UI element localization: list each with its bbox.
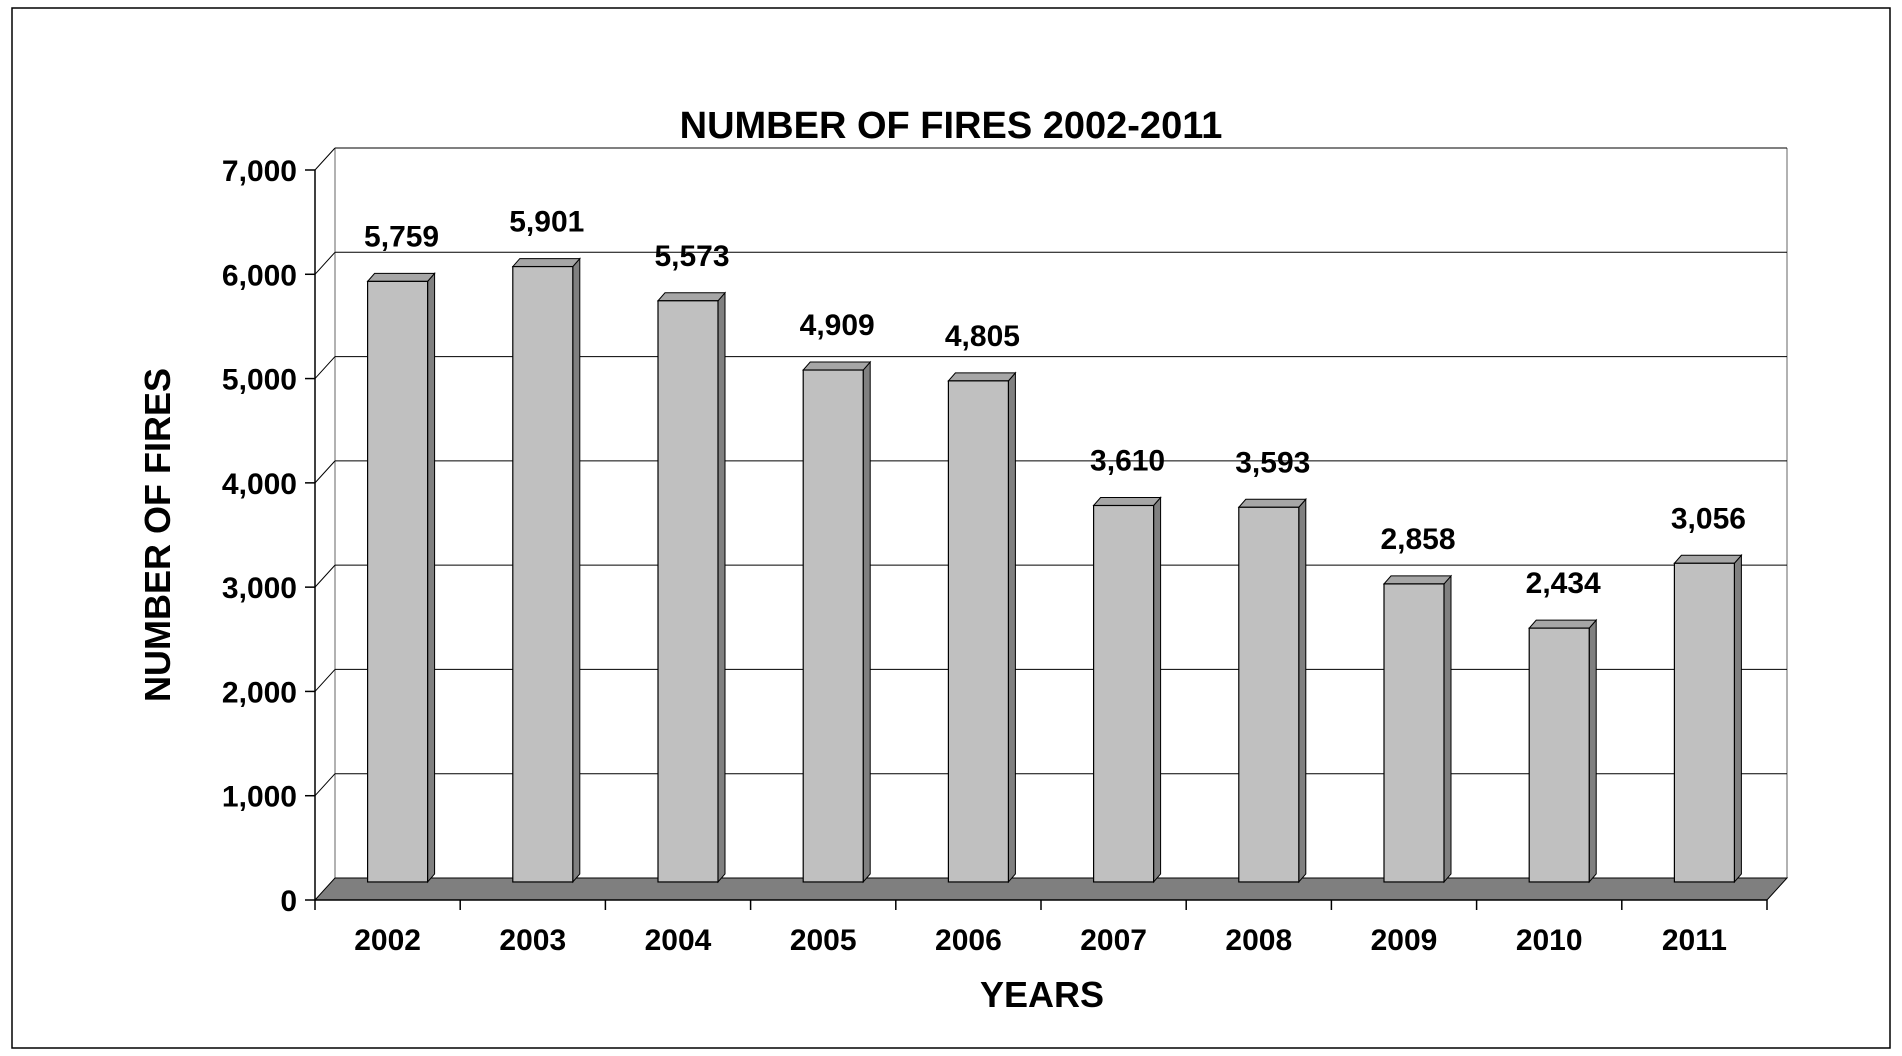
bar-top	[366, 272, 436, 282]
bar-top	[1237, 498, 1307, 508]
y-tick-label: 1,000	[222, 781, 297, 814]
bar-top	[1673, 554, 1743, 564]
y-tick-label: 5,000	[222, 364, 297, 397]
gridline-side	[314, 564, 336, 588]
x-tick-label: 2004	[645, 924, 712, 957]
data-label: 5,901	[509, 206, 584, 239]
bar	[1238, 506, 1300, 883]
data-label: 4,909	[800, 309, 875, 342]
x-tick-label: 2010	[1516, 924, 1583, 957]
x-tick-label: 2008	[1225, 924, 1292, 957]
gridline-side	[314, 147, 336, 171]
bar-side	[1733, 553, 1742, 884]
bar-top	[511, 258, 581, 268]
bar-top	[1382, 575, 1453, 585]
bar	[1092, 504, 1155, 883]
bar	[1383, 583, 1445, 883]
gridline-side	[314, 669, 336, 692]
data-label: 5,573	[654, 240, 729, 273]
bar	[657, 300, 719, 883]
data-label: 2,434	[1526, 567, 1601, 600]
y-tick-label: 7,000	[222, 155, 297, 188]
bar-side	[1007, 371, 1016, 884]
plot-area: 0 1,000 2,000 3,000 4,000 5,000 6,000 7,000 5,75…	[222, 147, 1789, 957]
x-tick-label: 2011	[1662, 924, 1727, 957]
gridline-side	[314, 460, 336, 484]
bar	[1528, 627, 1590, 883]
data-label: 3,610	[1090, 444, 1165, 477]
x-tick-label: 2005	[790, 924, 857, 957]
data-label: 2,858	[1380, 523, 1455, 556]
x-tick-label: 2002	[354, 924, 421, 957]
data-label: 3,056	[1671, 502, 1746, 535]
bar	[947, 380, 1010, 883]
bar-top	[656, 292, 727, 302]
bar-top	[1528, 619, 1598, 629]
gridline-side	[314, 773, 336, 797]
y-tick-label: 0	[280, 885, 297, 918]
bar-side	[862, 360, 871, 884]
bar-top	[947, 372, 1017, 382]
bar-side	[572, 257, 581, 884]
bar	[1673, 562, 1736, 883]
bar-side	[1298, 497, 1307, 884]
bar-top	[802, 361, 872, 371]
gridline-side	[314, 251, 336, 275]
bar-side	[717, 291, 726, 884]
x-tick-label: 2003	[499, 924, 566, 957]
x-axis-label: YEARS	[980, 974, 1104, 1015]
bar	[802, 369, 864, 883]
y-tick-label: 3,000	[222, 572, 297, 605]
x-tick-label: 2007	[1080, 924, 1147, 957]
y-tick-label: 6,000	[222, 259, 297, 292]
y-axis-label: NUMBER OF FIRES	[137, 368, 178, 702]
y-tick-label: 4,000	[222, 468, 297, 501]
gridline-side	[314, 356, 336, 379]
bar-side	[1443, 574, 1452, 884]
data-label: 3,593	[1235, 446, 1310, 479]
data-label: 5,759	[364, 220, 439, 253]
data-label: 4,805	[945, 320, 1020, 353]
bar	[512, 265, 574, 883]
y-tick-label: 2,000	[222, 676, 297, 709]
bar-side	[1588, 618, 1597, 884]
x-tick-label: 2006	[935, 924, 1002, 957]
x-tick-label: 2009	[1371, 924, 1438, 957]
bar-side	[427, 272, 436, 884]
bar-side	[1153, 496, 1162, 884]
bar-top	[1092, 496, 1162, 506]
bar	[367, 280, 429, 883]
chart-title: NUMBER OF FIRES 2002-2011	[680, 105, 1223, 147]
